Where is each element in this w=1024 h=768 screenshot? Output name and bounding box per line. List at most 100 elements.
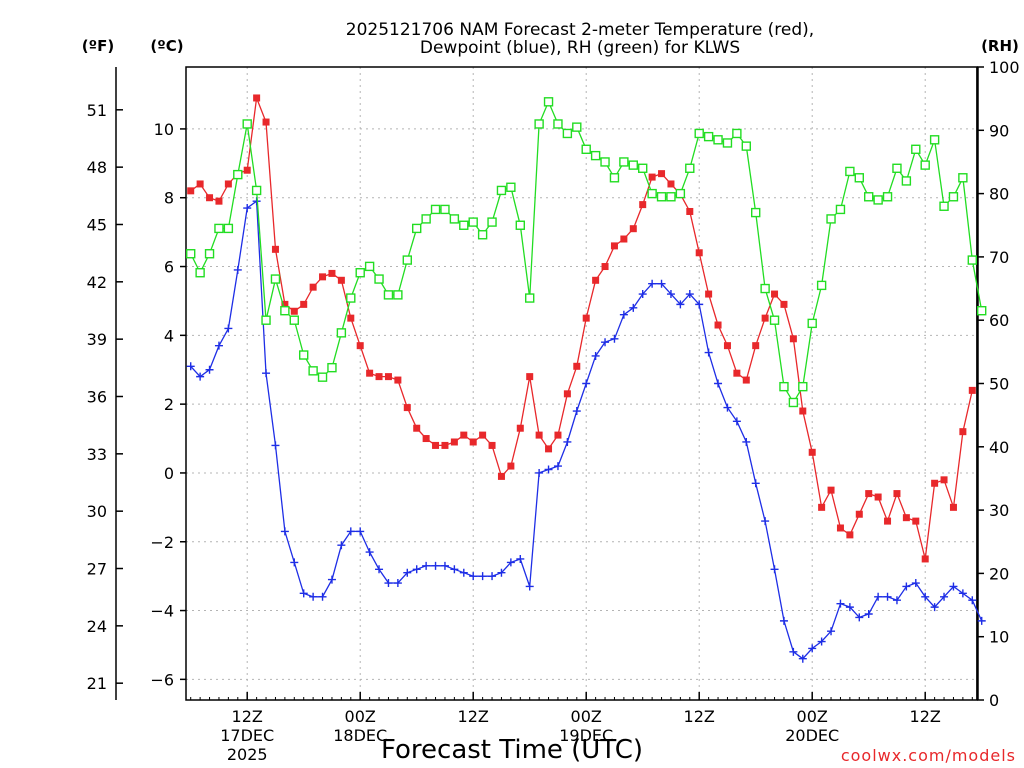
time-tick-label: 00Z — [345, 707, 376, 726]
2-meter-temperature-point — [422, 435, 430, 443]
rh-point — [393, 290, 403, 300]
dewpoint-point — [610, 334, 619, 343]
fahrenheit-tick-label: 51 — [87, 101, 107, 120]
dewpoint-point — [789, 647, 798, 656]
rh-tick-label: 90 — [989, 121, 1009, 140]
fahrenheit-tick-label: 42 — [87, 273, 107, 292]
rh-point — [779, 381, 789, 392]
2-meter-temperature-point — [450, 438, 458, 446]
rh-point — [826, 214, 836, 224]
fahrenheit-unit-label: (ºF) — [82, 37, 114, 55]
celsius-tick-label: 2 — [164, 395, 174, 414]
dewpoint-point — [779, 616, 788, 625]
2-meter-temperature-point — [780, 300, 788, 308]
dewpoint-point — [365, 548, 374, 557]
2-meter-temperature-point — [366, 369, 374, 377]
date-label: 20DEC — [785, 726, 839, 745]
celsius-tick-label: −4 — [150, 602, 174, 621]
dewpoint-point — [949, 582, 958, 591]
x-axis-label: Forecast Time (UTC) — [381, 735, 643, 765]
rh-point — [788, 397, 799, 408]
rh-point — [317, 372, 328, 382]
dewpoint-point — [619, 310, 628, 319]
2-meter-temperature-point — [253, 94, 261, 102]
dewpoint-point — [290, 558, 299, 567]
dewpoint-point — [845, 603, 854, 612]
rh-point — [355, 268, 365, 278]
2-meter-temperature-point — [441, 441, 449, 449]
2-meter-temperature-point — [884, 517, 892, 525]
fahrenheit-tick-label: 36 — [87, 387, 107, 406]
rh-point — [242, 119, 252, 129]
rh-point — [487, 217, 497, 227]
2-meter-temperature-point — [573, 362, 581, 370]
dewpoint-point — [327, 575, 336, 584]
2-meter-temperature-point — [337, 276, 345, 284]
2-meter-temperature-point — [742, 376, 750, 384]
2-meter-temperature-point — [752, 342, 760, 350]
celsius-tick-label: 4 — [164, 326, 174, 345]
chart-title: 2025121706 NAM Forecast 2-meter Temperat… — [346, 20, 814, 40]
dewpoint-point — [384, 579, 393, 588]
2-meter-temperature-point — [535, 431, 543, 439]
2-meter-temperature-point — [893, 490, 901, 498]
date-label: 18DEC — [333, 726, 387, 745]
2-meter-temperature-point — [497, 472, 505, 480]
rh-tick-label: 30 — [989, 501, 1009, 520]
rh-point — [346, 293, 356, 303]
dewpoint-point — [553, 462, 562, 471]
rh-tick-label: 60 — [989, 311, 1009, 330]
2-meter-temperature-point — [413, 424, 421, 432]
rh-point — [364, 261, 375, 272]
2-meter-temperature-point — [271, 245, 279, 253]
rh-tick-label: 70 — [989, 248, 1009, 267]
2-meter-temperature-point — [771, 290, 779, 298]
dewpoint-point — [911, 579, 920, 588]
2-meter-temperature-point — [582, 314, 590, 322]
dewpoint-point — [309, 592, 318, 601]
rh-point — [977, 306, 987, 316]
celsius-tick-label: 0 — [164, 464, 174, 483]
2-meter-temperature-point — [592, 276, 600, 284]
celsius-unit-label: (ºC) — [150, 37, 183, 55]
chart-subtitle: Dewpoint (blue), RH (green) for KLWS — [420, 38, 740, 58]
dewpoint-point — [356, 527, 365, 536]
fahrenheit-tick-label: 30 — [87, 502, 107, 521]
dewpoint-point — [723, 403, 732, 412]
fahrenheit-tick-label: 39 — [87, 330, 107, 349]
celsius-tick-label: 6 — [164, 258, 174, 277]
rh-point — [628, 160, 638, 170]
2-meter-temperature-point — [309, 283, 317, 291]
rh-point — [882, 192, 893, 202]
rh-point — [204, 249, 215, 259]
rh-point — [656, 192, 667, 202]
time-tick-label: 00Z — [797, 707, 828, 726]
2-meter-temperature-point — [705, 290, 713, 298]
rh-point — [769, 315, 780, 325]
2-meter-temperature-point — [940, 476, 948, 484]
dewpoint-point — [262, 369, 271, 378]
dewpoint-point — [337, 541, 346, 550]
dewpoint-point — [855, 613, 864, 622]
2-meter-temperature-point — [733, 369, 741, 377]
rh-point — [327, 362, 337, 373]
dewpoint-point — [271, 441, 280, 450]
dewpoint-point — [375, 565, 384, 574]
dewpoint-point — [648, 279, 657, 288]
celsius-tick-label: −2 — [150, 533, 174, 552]
dewpoint-point — [968, 596, 977, 605]
rh-point — [402, 255, 412, 265]
dewpoint-point — [798, 654, 807, 663]
2-meter-temperature-point — [648, 173, 656, 181]
2-meter-temperature-point — [921, 555, 929, 563]
rh-point — [703, 131, 714, 142]
dewpoint-point — [478, 572, 487, 581]
2-meter-temperature-point — [187, 187, 195, 195]
rh-point — [911, 144, 921, 154]
dewpoint-point — [601, 338, 610, 347]
dewpoint-point — [196, 372, 205, 381]
rh-point — [685, 163, 695, 173]
rh-point — [543, 97, 554, 107]
2-meter-temperature-point — [488, 441, 496, 449]
